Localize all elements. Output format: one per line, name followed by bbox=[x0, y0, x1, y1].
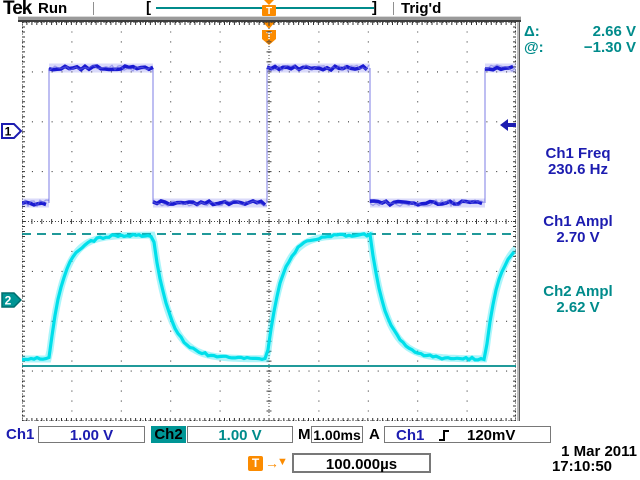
trigger-source: Ch1 bbox=[396, 427, 425, 444]
ch1-ground-marker: 1 bbox=[1, 123, 22, 139]
ch2-ground-marker: 2 bbox=[1, 292, 22, 308]
graticule-center-ticks bbox=[22, 22, 516, 421]
delta-value: 2.66 V bbox=[592, 23, 636, 40]
date-stamp: 1 Mar 2011 bbox=[561, 443, 637, 460]
trigger-level-value: 120mV bbox=[467, 427, 516, 444]
ch1-scale-box: 1.00 V bbox=[38, 426, 145, 444]
timebase-box: 1.00ms bbox=[311, 426, 363, 443]
window-left-bracket: [ bbox=[146, 0, 151, 16]
at-label: @: bbox=[524, 39, 544, 56]
cursor-readout: Δ: 2.66 V @: −1.30 V bbox=[524, 24, 636, 56]
tek-logo: Tek bbox=[3, 0, 32, 19]
menu-divider bbox=[393, 2, 394, 15]
measurement-ch1-ampl: Ch1 Ampl 2.70 V bbox=[516, 214, 640, 246]
trigger-delay-icon: T bbox=[248, 456, 263, 471]
trigger-level-arrow-icon bbox=[500, 119, 516, 131]
trigger-status: Trig'd bbox=[401, 0, 442, 17]
main-timebase-label: M bbox=[298, 426, 311, 443]
svg-text:T: T bbox=[266, 31, 272, 42]
trigger-window-position-icon: T bbox=[262, 0, 276, 17]
acquisition-status: Run bbox=[38, 0, 68, 17]
ch1-trace bbox=[152, 199, 267, 207]
ch2-trace bbox=[22, 231, 516, 362]
ch2-label-badge: Ch2 bbox=[151, 426, 186, 443]
measurement-label: Ch1 Freq bbox=[545, 145, 611, 162]
graticule-edge-ticks bbox=[22, 22, 516, 421]
ch2-scale-box: 1.00 V bbox=[187, 426, 293, 444]
ch1-label: Ch1 bbox=[6, 426, 35, 443]
right-bevel-strip bbox=[517, 22, 520, 421]
trigger-settings-box: Ch1 120mV bbox=[384, 426, 551, 444]
trigger-delay-value-box: 100.000µs bbox=[292, 453, 431, 473]
delta-label: Δ: bbox=[524, 23, 540, 40]
measurement-label: Ch2 Ampl bbox=[543, 283, 613, 300]
menu-divider bbox=[93, 2, 94, 15]
svg-text:1: 1 bbox=[5, 125, 12, 139]
measurement-label: Ch1 Ampl bbox=[543, 213, 613, 230]
svg-text:T: T bbox=[266, 6, 272, 17]
trigger-mode-label: A bbox=[369, 426, 380, 443]
time-stamp: 17:10:50 bbox=[551, 458, 612, 475]
measurement-value: 230.6 Hz bbox=[547, 161, 609, 178]
measurement-ch1-freq: Ch1 Freq 230.6 Hz bbox=[516, 146, 640, 178]
rising-edge-icon bbox=[439, 430, 449, 441]
measurement-value: 2.70 V bbox=[556, 229, 600, 246]
svg-text:2: 2 bbox=[5, 294, 12, 308]
measurement-value: 2.62 V bbox=[556, 299, 600, 316]
arrow-right-icon: → bbox=[265, 455, 279, 471]
top-bevel-bar bbox=[18, 16, 521, 22]
at-value: −1.30 V bbox=[583, 39, 636, 56]
measurement-ch2-ampl: Ch2 Ampl 2.62 V bbox=[516, 284, 640, 316]
scope-display bbox=[22, 22, 516, 421]
window-right-bracket: ] bbox=[372, 0, 377, 16]
triangle-down-icon: ▼ bbox=[277, 456, 288, 468]
graticule-dots bbox=[22, 22, 516, 421]
